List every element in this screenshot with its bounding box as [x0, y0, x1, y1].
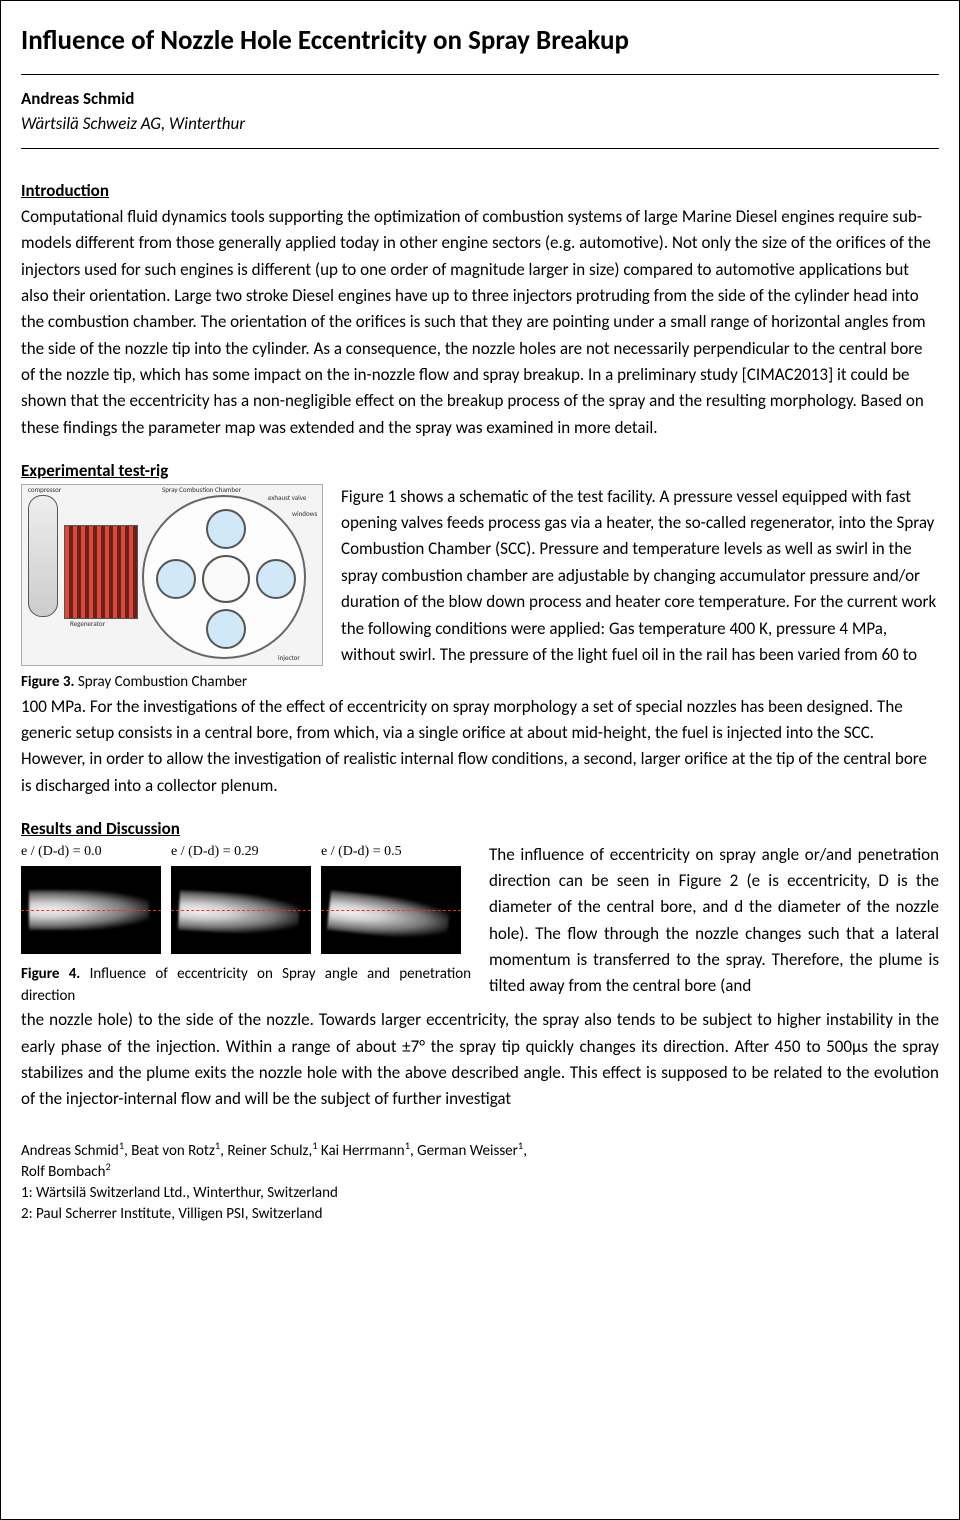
paper-title: Influence of Nozzle Hole Eccentricity on… [21, 21, 939, 75]
results-body-right: The influence of eccentricity on spray a… [489, 842, 939, 1000]
spray-axis-line [21, 910, 161, 911]
figure-2-caption: Figure 4. Influence of eccentricity on S… [21, 964, 471, 1008]
scc-port-left-icon [156, 559, 196, 599]
figure-1-caption: Figure 3. Spray Combustion Chamber [21, 672, 323, 694]
rig-body-after: 100 MPa. For the investigations of the e… [21, 694, 939, 799]
pressure-vessel-icon [28, 495, 58, 617]
author-block: Andreas Schmid Wärtsilä Schweiz AG, Wint… [21, 83, 939, 149]
results-heading: Results and Discussion [21, 817, 939, 842]
figure-2-block: e / (D-d) = 0.0 e / (D-d) = 0.29 [21, 842, 471, 1008]
spray-image-1 [171, 866, 311, 954]
figure-2-caption-text: Influence of eccentricity on Spray angle… [21, 965, 471, 1005]
spray-panel-0: e / (D-d) = 0.0 [21, 842, 161, 954]
figure-1-caption-text: Spray Combustion Chamber [74, 673, 247, 691]
spray-axis-line [171, 910, 311, 911]
footer-authors-line1: Andreas Schmid1, Beat von Rotz1, Reiner … [21, 1141, 939, 1162]
intro-body: Computational fluid dynamics tools suppo… [21, 204, 939, 441]
spray-label-2: e / (D-d) = 0.5 [321, 842, 461, 862]
intro-heading: Introduction [21, 179, 939, 204]
label-compressor: compressor [28, 485, 61, 495]
label-exhaust: exhaust valve [268, 493, 306, 503]
scc-inner-icon [202, 555, 250, 603]
figure-1-block: Spray Combustion Chamber compressor Rege… [21, 484, 323, 694]
label-injector: injector [278, 653, 300, 663]
footer-aff1: 1: Wärtsilä Switzerland Ltd., Winterthur… [21, 1183, 939, 1204]
scc-port-bottom-icon [206, 609, 246, 649]
rig-body-right: Figure 1 shows a schematic of the test f… [341, 484, 939, 668]
author-name: Andreas Schmid [21, 87, 939, 112]
label-spray-chamber: Spray Combustion Chamber [162, 485, 241, 495]
label-windows: windows [292, 509, 317, 519]
label-regenerator: Regenerator [70, 619, 105, 629]
spray-image-2 [321, 866, 461, 954]
rig-heading: Experimental test-rig [21, 459, 939, 484]
figure-1-number: Figure 3. [21, 673, 74, 691]
spray-panel-2: e / (D-d) = 0.5 [321, 842, 461, 954]
spray-image-0 [21, 866, 161, 954]
spray-plume-icon [178, 890, 300, 936]
spray-axis-line [321, 910, 461, 911]
figure-2-number: Figure 4. [21, 965, 80, 983]
section-results: Results and Discussion e / (D-d) = 0.0 e… [21, 817, 939, 1113]
spray-label-0: e / (D-d) = 0.0 [21, 842, 161, 862]
footer-block: Andreas Schmid1, Beat von Rotz1, Reiner … [21, 1141, 939, 1225]
author-affiliation: Wärtsilä Schweiz AG, Winterthur [21, 112, 939, 137]
spray-panel-1: e / (D-d) = 0.29 [171, 842, 311, 954]
regenerator-icon [64, 525, 138, 619]
spray-plume-icon [327, 890, 451, 942]
section-rig: Experimental test-rig Spray Combustion C… [21, 459, 939, 799]
results-body-after: the nozzle hole) to the side of the nozz… [21, 1007, 939, 1112]
figure-1-schematic: Spray Combustion Chamber compressor Rege… [21, 484, 323, 666]
scc-port-right-icon [256, 559, 296, 599]
footer-aff2: 2: Paul Scherrer Institute, Villigen PSI… [21, 1204, 939, 1225]
section-intro: Introduction Computational fluid dynamic… [21, 179, 939, 441]
scc-circle-icon [142, 495, 306, 659]
footer-authors-line2: Rolf Bombach2 [21, 1162, 939, 1183]
spray-label-1: e / (D-d) = 0.29 [171, 842, 311, 862]
scc-port-top-icon [206, 509, 246, 549]
page: Influence of Nozzle Hole Eccentricity on… [0, 0, 960, 1520]
